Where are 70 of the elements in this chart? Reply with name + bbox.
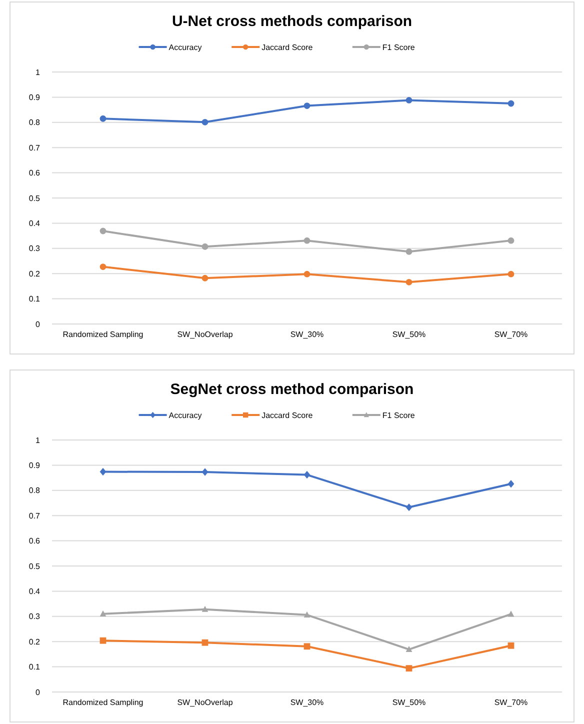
y-tick-label: 0.7: [28, 143, 41, 152]
y-tick-label: 0.4: [28, 219, 41, 228]
point: [406, 665, 412, 672]
y-tick-label: 0.1: [28, 294, 41, 304]
point: [100, 228, 106, 234]
point: [508, 610, 514, 617]
y-tick-label: 0.7: [28, 511, 41, 520]
legend-label: F1 Score: [382, 42, 416, 52]
point: [202, 274, 208, 282]
y-tick-label: 0: [36, 688, 41, 697]
y-tick-label: 0.2: [28, 269, 41, 278]
legend-label: Accuracy: [168, 410, 202, 420]
point: [304, 470, 310, 479]
point: [202, 118, 208, 126]
y-tick-label: 0.5: [28, 194, 41, 203]
point: [100, 115, 106, 122]
point: [304, 237, 310, 244]
point: [508, 480, 514, 488]
point: [304, 611, 310, 618]
point: [202, 639, 208, 646]
point: [406, 97, 412, 104]
point: [202, 243, 208, 250]
point: [202, 468, 208, 476]
x-tick-label: SW_70%: [494, 698, 528, 707]
chart-title: U-Net cross methods comparison: [172, 13, 412, 30]
point: [304, 102, 310, 109]
x-tick-label: Randomized Sampling: [62, 330, 144, 339]
y-tick-label: 0.3: [28, 244, 41, 254]
point: [508, 642, 514, 649]
y-tick-label: 1: [36, 436, 41, 445]
legend-label: Accuracy: [168, 42, 202, 52]
point: [100, 610, 106, 616]
point: [508, 270, 514, 278]
x-tick-label: SW_NoOverlap: [177, 330, 234, 339]
point: [100, 637, 106, 644]
x-tick-label: SW_70%: [494, 330, 528, 339]
legend-label: Jaccard Score: [262, 410, 314, 420]
x-tick-label: SW_50%: [392, 698, 426, 707]
point: [406, 248, 412, 255]
point: [406, 646, 412, 652]
x-tick-label: Randomized Sampling: [62, 698, 144, 707]
x-tick-label: SW_50%: [392, 330, 426, 339]
y-tick-label: 0.6: [28, 536, 41, 546]
chart-title: SegNet cross method comparison: [170, 381, 414, 398]
point: [304, 270, 310, 278]
y-tick-label: 0.5: [28, 562, 41, 571]
y-tick-label: 0.8: [28, 118, 41, 128]
y-tick-label: 0.9: [28, 93, 41, 102]
legend-label: F1 Score: [382, 410, 416, 420]
legend-label: Jaccard Score: [262, 42, 314, 52]
x-tick-label: SW_30%: [290, 698, 324, 707]
point: [100, 264, 106, 270]
point: [406, 503, 412, 512]
y-tick-label: 0.8: [28, 486, 41, 496]
y-tick-label: 0.6: [28, 168, 41, 178]
y-tick-label: 0.1: [28, 662, 41, 672]
x-tick-label: SW_NoOverlap: [177, 698, 234, 707]
y-tick-label: 0: [36, 320, 41, 329]
y-tick-label: 0.3: [28, 612, 41, 622]
y-tick-label: 0.2: [28, 637, 41, 646]
point: [202, 606, 208, 612]
y-tick-label: 0.9: [28, 461, 41, 470]
point: [304, 643, 310, 650]
point: [508, 237, 514, 244]
point: [508, 100, 514, 107]
point: [406, 278, 412, 286]
x-tick-label: SW_30%: [290, 330, 324, 339]
y-tick-label: 0.4: [28, 587, 41, 596]
point: [100, 468, 106, 476]
y-tick-label: 1: [36, 68, 41, 77]
